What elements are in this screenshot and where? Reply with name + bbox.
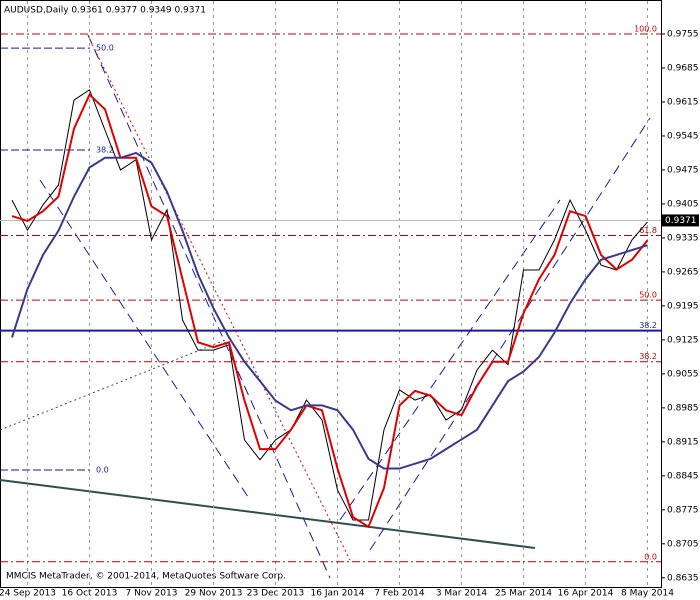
y-tick-label: 0.9685	[667, 63, 699, 73]
y-tick-label: 0.9475	[667, 165, 699, 175]
y-tick-label: 0.8635	[667, 573, 699, 583]
fib-label: 50.0	[639, 291, 657, 300]
x-tick-label: 24 Sep 2013	[0, 589, 56, 599]
fib-label: 38.2	[96, 146, 114, 155]
y-tick-label: 0.9335	[667, 233, 699, 243]
current-price-label: 0.9371	[665, 216, 697, 226]
y-tick-label: 0.9545	[667, 131, 699, 141]
fib-label: 100.0	[634, 24, 657, 33]
fib-label: 0.0	[96, 466, 109, 475]
channel-line	[369, 117, 651, 551]
current-price-box	[661, 214, 699, 227]
fib-trend	[0, 339, 226, 431]
fib-label: 38.2	[639, 352, 657, 361]
x-tick-label: 16 Oct 2013	[62, 589, 118, 599]
y-tick-label: 0.9615	[667, 97, 699, 107]
y-tick-label: 0.8705	[667, 539, 699, 549]
series-line	[11, 92, 649, 529]
y-tick-label: 0.9755	[667, 29, 699, 39]
x-tick-label: 16 Apr 2014	[558, 589, 614, 599]
x-tick-label: 23 Dec 2013	[247, 589, 305, 599]
fib-label: 61.8	[639, 226, 657, 235]
footer: MMCIS MetaTrader, © 2001-2014, MetaQuote…	[6, 572, 286, 582]
chart-title: AUDUSD,Daily 0.9361 0.9377 0.9349 0.9371	[4, 6, 206, 16]
y-tick-label: 0.9055	[667, 369, 699, 379]
y-tick-label: 0.9405	[667, 199, 699, 209]
y-tick-label: 0.9195	[667, 301, 699, 311]
plot-frame	[0, 0, 662, 588]
y-tick-label: 0.8775	[667, 505, 699, 515]
fib-label: 0.0	[644, 552, 657, 561]
channel-line	[87, 34, 331, 579]
x-tick-label: 16 Jan 2014	[311, 589, 365, 599]
y-tick-label: 0.8845	[667, 471, 699, 481]
y-tick-label: 0.9125	[667, 335, 699, 345]
series-line	[11, 89, 648, 521]
y-tick-label: 0.9265	[667, 267, 699, 277]
fib-label: 50.0	[96, 44, 114, 53]
x-tick-label: 8 May 2014	[621, 589, 674, 599]
support-label: 38.2	[639, 321, 657, 330]
y-tick-label: 0.8915	[667, 437, 699, 447]
x-tick-label: 3 Mar 2014	[436, 589, 488, 599]
x-tick-label: 7 Nov 2013	[126, 589, 178, 599]
x-tick-label: 7 Feb 2014	[374, 589, 425, 599]
x-tick-label: 25 Mar 2014	[495, 589, 552, 599]
y-tick-label: 0.8985	[667, 403, 699, 413]
series-line	[11, 151, 648, 470]
x-tick-label: 29 Nov 2013	[185, 589, 243, 599]
